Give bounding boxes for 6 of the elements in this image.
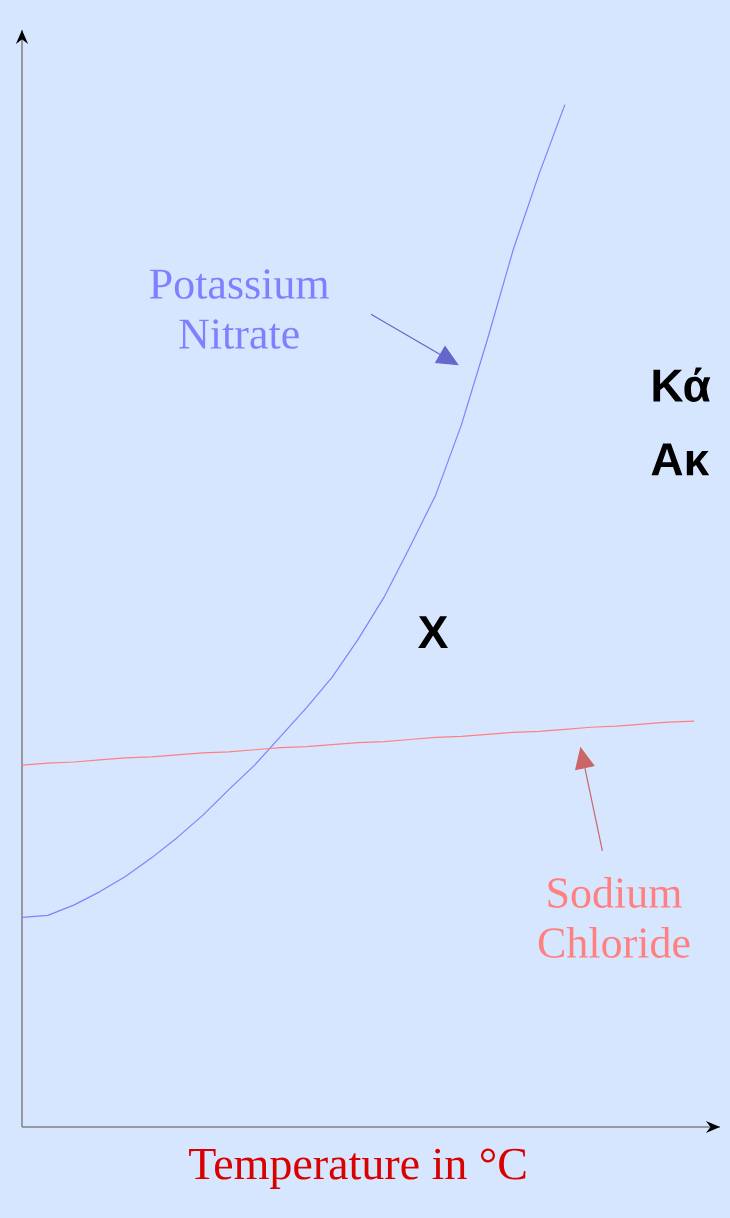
annotation: Ακ xyxy=(651,443,710,476)
text: Potassium Nitrate xyxy=(149,269,329,349)
x-axis-title: Temperature in °C xyxy=(189,1148,526,1189)
annotation: X xyxy=(418,616,448,648)
annotation: Κά xyxy=(653,367,711,402)
text: Sodium Chloride xyxy=(538,876,690,958)
